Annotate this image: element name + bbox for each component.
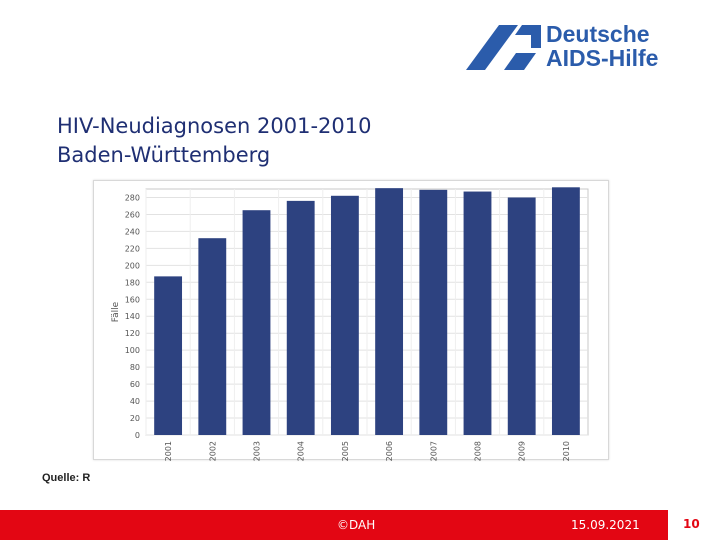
chart-container: 0 20 40 60 80 100 120 140 160 180 200 220 240 260 280 2… <box>93 180 609 461</box>
x-tick-label: 2003 <box>253 441 262 461</box>
bar-2001 <box>154 276 183 435</box>
dah-logo-mark-icon <box>466 25 541 70</box>
y-tick-label: 120 <box>125 329 140 338</box>
y-tick-label: 240 <box>125 227 140 236</box>
y-tick-label: 80 <box>130 363 140 372</box>
y-tick-label: 100 <box>125 346 140 355</box>
x-tick-label: 2009 <box>518 441 527 461</box>
source-note: Quelle: R <box>42 472 90 484</box>
footer-bar: ©DAH 15.09.2021 <box>0 510 668 540</box>
page-number: 10 <box>683 517 700 531</box>
x-tick-label: 2008 <box>474 441 483 461</box>
y-tick-label: 160 <box>125 295 140 304</box>
logo-wordmark: Deutsche AIDS-Hilfe <box>546 22 658 70</box>
x-tick-label: 2010 <box>562 441 571 461</box>
footer: ©DAH 15.09.2021 10 <box>0 510 720 540</box>
y-tick-label: 140 <box>125 312 140 321</box>
x-tick-label: 2005 <box>341 441 350 461</box>
bar-2004 <box>286 200 315 435</box>
slide-title: HIV-Neudiagnosen 2001-2010 Baden-Württem… <box>57 112 371 170</box>
y-axis-label: Fälle <box>111 301 121 322</box>
y-tick-label: 260 <box>125 210 140 219</box>
dah-logo: Deutsche AIDS-Hilfe <box>466 22 666 72</box>
bar-2010 <box>551 187 580 435</box>
bar-2009 <box>507 197 536 435</box>
x-tick-label: 2004 <box>297 441 306 461</box>
bar-2006 <box>375 188 404 435</box>
y-tick-label: 180 <box>125 278 140 287</box>
bar-chart: 0 20 40 60 80 100 120 140 160 180 200 220 240 260 280 2… <box>111 187 589 461</box>
y-tick-label: 220 <box>125 244 140 253</box>
footer-date: 15.09.2021 <box>571 518 640 532</box>
logo-line-1: Deutsche <box>546 21 650 47</box>
bar-2002 <box>198 238 227 435</box>
bar-2005 <box>330 195 359 435</box>
y-tick-label: 20 <box>130 414 140 423</box>
bar-2007 <box>419 189 448 435</box>
logo-line-2: AIDS-Hilfe <box>546 45 659 71</box>
bar-2003 <box>242 210 271 435</box>
x-tick-label: 2006 <box>385 441 394 461</box>
footer-copyright: ©DAH <box>337 518 376 532</box>
slide-title-line-2: Baden-Württemberg <box>57 143 271 167</box>
slide-title-line-1: HIV-Neudiagnosen 2001-2010 <box>57 114 372 138</box>
y-tick-label: 280 <box>125 193 140 202</box>
bar-2008 <box>463 191 492 435</box>
y-tick-label: 60 <box>130 380 140 389</box>
y-tick-label: 40 <box>130 397 140 406</box>
x-tick-label: 2001 <box>164 441 173 461</box>
y-tick-label: 200 <box>125 261 140 270</box>
x-tick-label: 2007 <box>429 441 438 461</box>
x-tick-label: 2002 <box>208 441 217 461</box>
y-tick-label: 0 <box>135 431 140 440</box>
source-label: Quelle: R <box>42 472 91 484</box>
